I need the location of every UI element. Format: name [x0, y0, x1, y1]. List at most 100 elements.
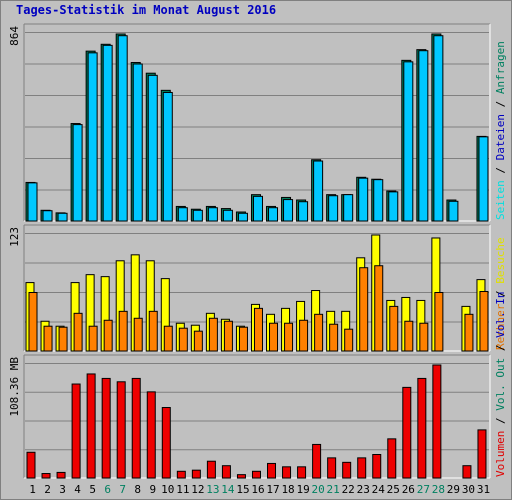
- bar-rechner-day-4: [73, 312, 83, 352]
- x-tick-label-day-27: 27: [417, 483, 430, 496]
- x-tick-label-day-9: 9: [149, 483, 156, 496]
- bar-rechner-day-31: [479, 291, 489, 352]
- bar-rechner-day-6: [103, 319, 113, 352]
- x-tick-label-day-26: 26: [402, 483, 415, 496]
- bar-volumen-day-1: [26, 451, 36, 479]
- x-tick-label-day-5: 5: [89, 483, 96, 496]
- legend-separator: /: [494, 338, 507, 358]
- bar-volumen-day-7: [116, 381, 126, 479]
- bar-rechner-day-16: [253, 307, 263, 352]
- bar-rechner-day-28: [434, 292, 444, 352]
- x-tick-label-day-2: 2: [44, 483, 51, 496]
- bar-dateien-day-21: [328, 195, 339, 222]
- bar-volumen-day-11: [176, 470, 186, 479]
- bar-volumen-day-17: [267, 462, 277, 479]
- legend-dateien: Dateien: [494, 114, 507, 160]
- bar-dateien-day-28: [433, 35, 444, 222]
- x-tick-label-day-17: 17: [266, 483, 279, 496]
- panel-1-legend: Seiten / Dateien / Anfragen: [494, 41, 507, 220]
- bar-dateien-day-29: [448, 200, 459, 222]
- bar-volumen-day-26: [402, 386, 412, 479]
- bar-volumen-day-9: [146, 391, 156, 479]
- bar-rechner-day-3: [58, 326, 68, 352]
- bar-volumen-day-16: [251, 470, 261, 479]
- bar-rechner-day-2: [43, 325, 53, 352]
- bar-volumen-day-19: [297, 466, 307, 479]
- x-tick-label-day-30: 30: [462, 483, 475, 496]
- legend-anfragen: Anfragen: [494, 41, 507, 94]
- bar-volumen-day-6: [101, 377, 111, 479]
- bar-rechner-day-15: [238, 326, 248, 352]
- bar-dateien-day-8: [132, 63, 143, 222]
- bar-dateien-day-11: [177, 207, 188, 222]
- bar-rechner-day-1: [28, 292, 38, 352]
- bar-volumen-day-21: [327, 457, 337, 479]
- x-tick-label-day-11: 11: [176, 483, 189, 496]
- bar-rechner-day-12: [193, 330, 203, 352]
- bar-volumen-day-8: [131, 377, 141, 479]
- x-tick-label-day-12: 12: [191, 483, 204, 496]
- legend-separator: /: [494, 160, 507, 180]
- bar-volumen-day-20: [312, 443, 322, 479]
- bar-rechner-day-7: [118, 310, 128, 352]
- bar-rechner-day-26: [404, 320, 414, 352]
- bar-volumen-day-23: [357, 457, 367, 479]
- bar-dateien-day-9: [147, 74, 158, 222]
- bar-volumen-day-24: [372, 454, 382, 479]
- x-tick-label-day-7: 7: [119, 483, 126, 496]
- bar-volumen-day-28: [432, 364, 442, 479]
- bar-rechner-day-20: [314, 313, 324, 352]
- bar-dateien-day-2: [42, 210, 53, 222]
- x-tick-label-day-21: 21: [327, 483, 340, 496]
- bar-dateien-day-23: [358, 177, 369, 222]
- bar-rechner-day-19: [299, 319, 309, 352]
- legend-besuche: Besuche: [494, 237, 507, 283]
- bar-rechner-day-8: [133, 317, 143, 352]
- bar-dateien-day-26: [403, 61, 414, 222]
- bar-volumen-day-5: [86, 373, 96, 479]
- bar-dateien-day-7: [117, 35, 128, 222]
- bar-dateien-day-17: [268, 207, 279, 222]
- x-tick-label-day-31: 31: [477, 483, 490, 496]
- bar-volumen-day-27: [417, 377, 427, 479]
- bar-volumen-day-30: [462, 465, 472, 479]
- bar-rechner-day-18: [284, 322, 294, 352]
- bar-volumen-day-3: [56, 471, 66, 479]
- panel-2-legend: Rechner / Besuche: [494, 237, 507, 350]
- panel-3-legend: Volumen / Vol. Out / Vol. In: [494, 292, 507, 477]
- bar-dateien-day-15: [237, 212, 248, 222]
- bar-rechner-day-25: [389, 305, 399, 352]
- bar-dateien-day-10: [162, 91, 173, 222]
- bar-volumen-day-22: [342, 461, 352, 479]
- legend-separator: /: [494, 411, 507, 431]
- x-tick-label-day-3: 3: [59, 483, 66, 496]
- x-tick-label-day-29: 29: [447, 483, 460, 496]
- bar-volumen-day-25: [387, 438, 397, 479]
- bar-dateien-day-13: [207, 207, 218, 222]
- bar-rechner-day-30: [464, 313, 474, 352]
- bar-dateien-day-25: [388, 191, 399, 222]
- bar-dateien-day-1: [27, 182, 38, 222]
- x-tick-label-day-28: 28: [432, 483, 445, 496]
- bar-volumen-day-12: [191, 469, 201, 479]
- bar-dateien-day-19: [298, 201, 309, 222]
- bar-dateien-day-22: [343, 194, 354, 222]
- bar-rechner-day-14: [223, 320, 233, 352]
- panel-1-ymax-label: 864: [8, 26, 21, 46]
- chart-title: Tages-Statistik im Monat August 2016: [16, 3, 277, 17]
- bar-volumen-day-2: [41, 473, 51, 479]
- bar-volumen-day-13: [206, 460, 216, 479]
- bar-dateien-day-4: [72, 124, 83, 222]
- bar-rechner-day-13: [208, 317, 218, 352]
- bar-rechner-day-21: [329, 323, 339, 352]
- bar-volumen-day-4: [71, 383, 81, 479]
- x-tick-label-day-16: 16: [251, 483, 264, 496]
- x-tick-label-day-13: 13: [206, 483, 219, 496]
- bar-volumen-day-10: [161, 407, 171, 479]
- x-tick-label-day-19: 19: [296, 483, 309, 496]
- bar-dateien-day-3: [57, 212, 68, 222]
- bar-dateien-day-31: [478, 136, 489, 222]
- legend-separator: /: [494, 94, 507, 114]
- bar-rechner-day-11: [178, 327, 188, 352]
- legend-separator: /: [494, 284, 507, 304]
